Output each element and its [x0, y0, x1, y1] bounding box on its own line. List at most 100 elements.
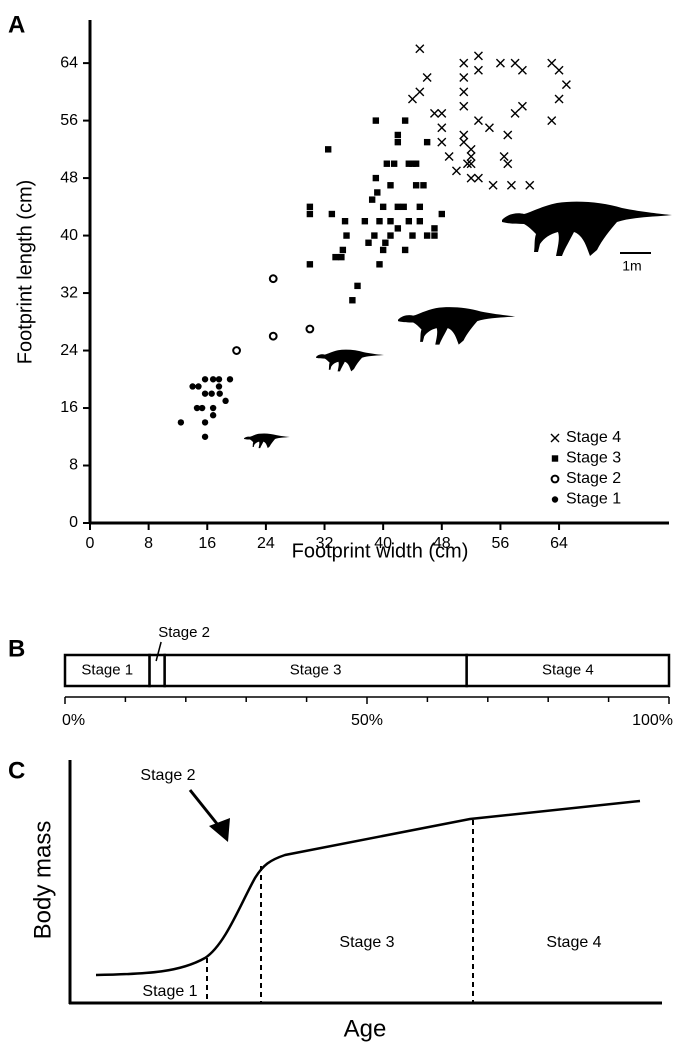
y-tick-label: 48 [60, 169, 78, 186]
x-tick-label: 24 [257, 535, 275, 552]
square-marker [372, 174, 380, 182]
cross-marker [466, 159, 476, 169]
dot-marker [201, 390, 209, 397]
cross-marker [462, 159, 472, 169]
dot-marker [208, 390, 215, 397]
cross-marker [517, 101, 527, 111]
cross-marker [459, 72, 469, 82]
legend-marker [550, 433, 560, 443]
x-tick-label: 56 [492, 535, 510, 552]
x-tick-label: 8 [144, 535, 153, 552]
square-marker [379, 246, 387, 254]
cross-marker [459, 87, 469, 97]
dinosaur-silhouette [398, 307, 516, 345]
segment-label: Stage 2 [158, 624, 210, 641]
segment-label: Stage 1 [81, 661, 133, 678]
cross-marker [415, 44, 425, 54]
stage-label: Stage 4 [546, 934, 601, 951]
cross-marker [503, 130, 513, 140]
square-marker [387, 182, 394, 189]
square-marker [431, 232, 438, 239]
square-marker [374, 189, 381, 196]
x-tick-label: 64 [550, 535, 568, 552]
dinosaur-silhouette [316, 349, 384, 372]
dinosaur-silhouette [502, 201, 672, 256]
cross-marker [473, 116, 483, 126]
square-marker [409, 232, 416, 239]
x-axis-label: Age [344, 1015, 387, 1042]
square-marker [401, 246, 409, 254]
x-tick-label: 16 [198, 535, 216, 552]
legend-marker [550, 474, 560, 484]
cross-marker [459, 101, 469, 111]
cross-marker [466, 173, 476, 183]
square-marker [332, 253, 339, 261]
square-marker [416, 203, 424, 211]
dot-marker [216, 390, 223, 397]
circle-marker [232, 346, 241, 355]
square-marker [306, 210, 314, 218]
panel-label: B [8, 635, 25, 662]
square-marker [343, 232, 350, 239]
square-marker [409, 160, 416, 167]
y-tick-label: 32 [60, 284, 78, 301]
square-marker [423, 232, 431, 239]
legend-marker [551, 496, 559, 503]
cross-marker [517, 65, 527, 75]
stage-label: Stage 3 [339, 934, 394, 951]
square-marker [394, 225, 402, 232]
cross-marker [429, 108, 439, 118]
square-marker [423, 138, 431, 146]
dot-marker [215, 376, 223, 383]
circle-marker [268, 331, 278, 341]
square-marker [394, 131, 402, 139]
square-marker [405, 218, 413, 225]
square-marker [387, 232, 394, 239]
y-tick-label: 0 [69, 514, 78, 531]
dot-marker [193, 404, 201, 412]
square-marker [338, 253, 345, 261]
dot-marker [189, 383, 196, 390]
legend-label: Stage 3 [566, 450, 621, 467]
cross-marker [466, 152, 476, 162]
cross-marker [525, 180, 535, 190]
cross-marker [466, 144, 476, 154]
dot-marker [209, 376, 217, 383]
legend-label: Stage 1 [566, 491, 621, 508]
square-marker [328, 210, 336, 218]
growth-curve [95, 799, 641, 977]
panel-label: C [8, 757, 25, 784]
cross-marker [459, 130, 469, 140]
square-marker [361, 218, 369, 225]
dot-marker [222, 397, 229, 405]
cross-marker [437, 137, 447, 147]
legend-label: Stage 2 [566, 470, 621, 487]
circle-marker [268, 274, 278, 284]
square-marker [354, 282, 361, 290]
stage-label: Stage 1 [142, 983, 197, 1000]
cross-marker [561, 80, 571, 90]
circle-marker [305, 324, 315, 334]
square-marker [394, 203, 402, 211]
square-marker [400, 203, 407, 211]
scale-label: 1m [622, 258, 641, 274]
cross-marker [510, 58, 520, 68]
leader-line [155, 641, 162, 662]
square-marker [376, 261, 383, 268]
cross-marker [499, 152, 509, 162]
square-marker [390, 160, 398, 167]
legend-marker [551, 455, 559, 462]
dot-marker [177, 419, 185, 426]
cross-marker [473, 173, 483, 183]
x-tick-label: 50% [351, 712, 383, 729]
y-tick-label: 40 [60, 227, 78, 244]
bar-segment [465, 653, 671, 688]
cross-marker [506, 180, 516, 190]
cross-marker [407, 94, 417, 104]
y-tick-label: 16 [60, 399, 78, 416]
square-marker [379, 203, 387, 211]
square-marker [306, 261, 314, 268]
square-marker [341, 218, 349, 225]
dot-marker [195, 383, 202, 390]
